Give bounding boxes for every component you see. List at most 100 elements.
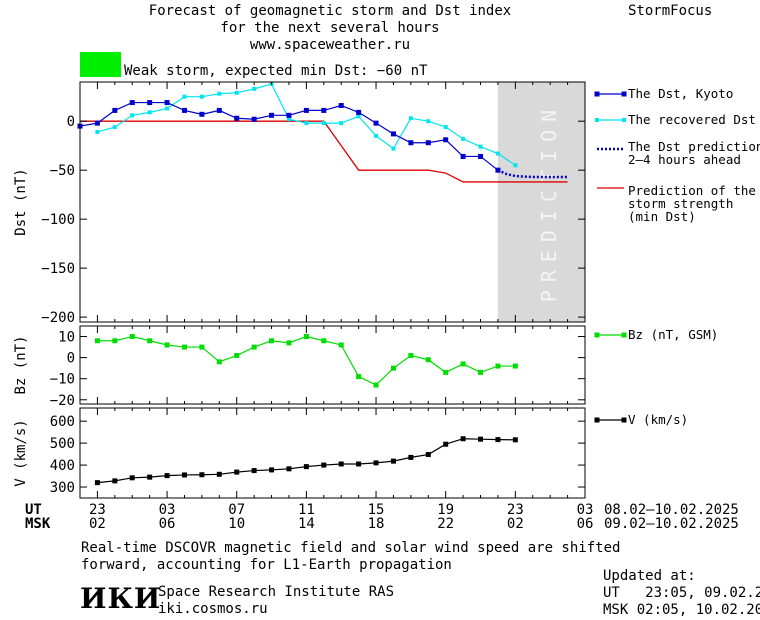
dst-kyoto-point [478,153,484,159]
dst-kyoto-point [181,107,187,113]
v-point [443,441,449,447]
dst-recovered-point [217,91,222,96]
v-legend-marker [594,417,600,423]
v-point [390,458,396,464]
dst-kyoto-point [94,120,100,126]
dst-recovered-legend-marker [595,118,599,122]
dst-recovered-point [182,94,187,99]
bz-point [425,357,431,363]
propagation-note-line2: forward, accounting for L1-Earth propaga… [81,557,452,573]
msk-tick-label: 06 [576,516,594,532]
v-line [97,438,516,484]
dst-panel-ylabel: Dst (nT) [13,168,29,235]
storm-level-swatch [80,52,121,77]
dst-kyoto-point [147,100,153,106]
bz-panel-ytick-label: −10 [50,372,75,388]
chart-title-line1: Forecast of geomagnetic storm and Dst in… [148,3,512,19]
bz-point [164,342,170,348]
dst-kyoto-line [79,101,499,171]
dst-kyoto-point [129,100,135,106]
ut-tick-label: 23 [88,502,106,518]
bz-line [97,335,516,386]
bz-point [234,353,240,359]
bz-point [269,338,275,344]
bz-point [373,382,379,388]
bz-point [390,365,396,371]
dst-recovered-point [112,125,117,130]
v-panel-frame [79,407,586,499]
dst-kyoto-point [443,137,449,143]
v-point [251,468,257,474]
bz-point [478,369,484,375]
v-point [303,464,309,470]
msk-tick-label: 18 [367,516,385,532]
dst-kyoto-point [199,111,205,117]
v-panel-ytick-label: 400 [50,458,75,474]
dst-recovered-point [199,94,204,99]
storm-strength-line [80,120,568,183]
dst-kyoto-point [373,120,379,126]
bz-point [408,353,414,359]
dst-recovered-point [321,121,326,126]
dst-kyoto-legend-marker [621,91,627,97]
dst-recovered-point [391,146,396,151]
ut-tick-label: 03 [576,502,594,518]
dst-recovered-point [95,129,100,134]
storm-status-text: Weak storm, expected min Dst: −60 nT [124,63,428,79]
dst-panel-ytick-label: −50 [50,163,75,179]
storm-strength-legend-label: Prediction of the [628,183,756,198]
bz-point [94,338,100,344]
v-point [356,461,362,467]
dst-kyoto-point [251,116,257,122]
ut-tick-label: 15 [367,502,385,518]
dst-recovered-point [478,144,483,149]
v-point [94,480,100,486]
dst-kyoto-point [408,140,414,146]
dst-recovered-legend-label: The recovered Dst [628,112,756,127]
storm-strength-legend-label: storm strength [628,196,733,211]
bz-panel-ylabel: Bz (nT) [13,335,29,394]
dst-prediction-line [497,169,568,179]
propagation-note-line1: Real-time DSCOVR magnetic field and sola… [81,540,621,556]
dst-recovered-point [165,106,170,111]
dst-kyoto-point [390,131,396,137]
bz-panel-ytick-label: 10 [58,330,75,346]
ut-tick-label: 23 [506,502,524,518]
dst-recovered-point [443,125,448,130]
institute-url: iki.cosmos.ru [158,601,268,617]
dst-recovered-point [513,163,518,168]
v-point [164,473,170,479]
v-point [495,437,501,443]
bz-point [495,363,501,369]
dst-recovered-point [356,114,361,119]
dst-recovered-point [495,151,500,156]
dst-recovered-point [461,136,466,141]
ut-tick-label: 11 [297,502,315,518]
storm-strength-legend-label: (min Dst) [628,209,696,224]
dst-prediction-legend-label: The Dst prediction [628,139,760,154]
v-point [478,436,484,442]
bz-point [181,344,187,350]
v-point [129,475,135,481]
ut-tick-label: 19 [437,502,455,518]
bz-legend-marker [594,332,600,338]
dst-kyoto-point [112,107,118,113]
bz-point [303,334,309,340]
bz-point [251,344,257,350]
dst-recovered-point [408,116,413,121]
prediction-label: PREDICTION [537,102,561,302]
updated-label: Updated at: [603,568,696,584]
dst-recovered-point [374,133,379,138]
bz-point [147,338,153,344]
dst-panel-frame [79,81,586,323]
v-point [216,471,222,477]
v-panel-ytick-label: 600 [50,414,75,430]
prediction-region [497,82,585,322]
v-point [408,454,414,460]
dst-prediction-legend-label: 2–4 hours ahead [628,152,741,167]
dst-recovered-point [130,113,135,118]
msk-tick-label: 02 [88,516,106,532]
msk-tick-label: 06 [158,516,176,532]
dst-kyoto-point [460,153,466,159]
v-point [112,478,118,484]
